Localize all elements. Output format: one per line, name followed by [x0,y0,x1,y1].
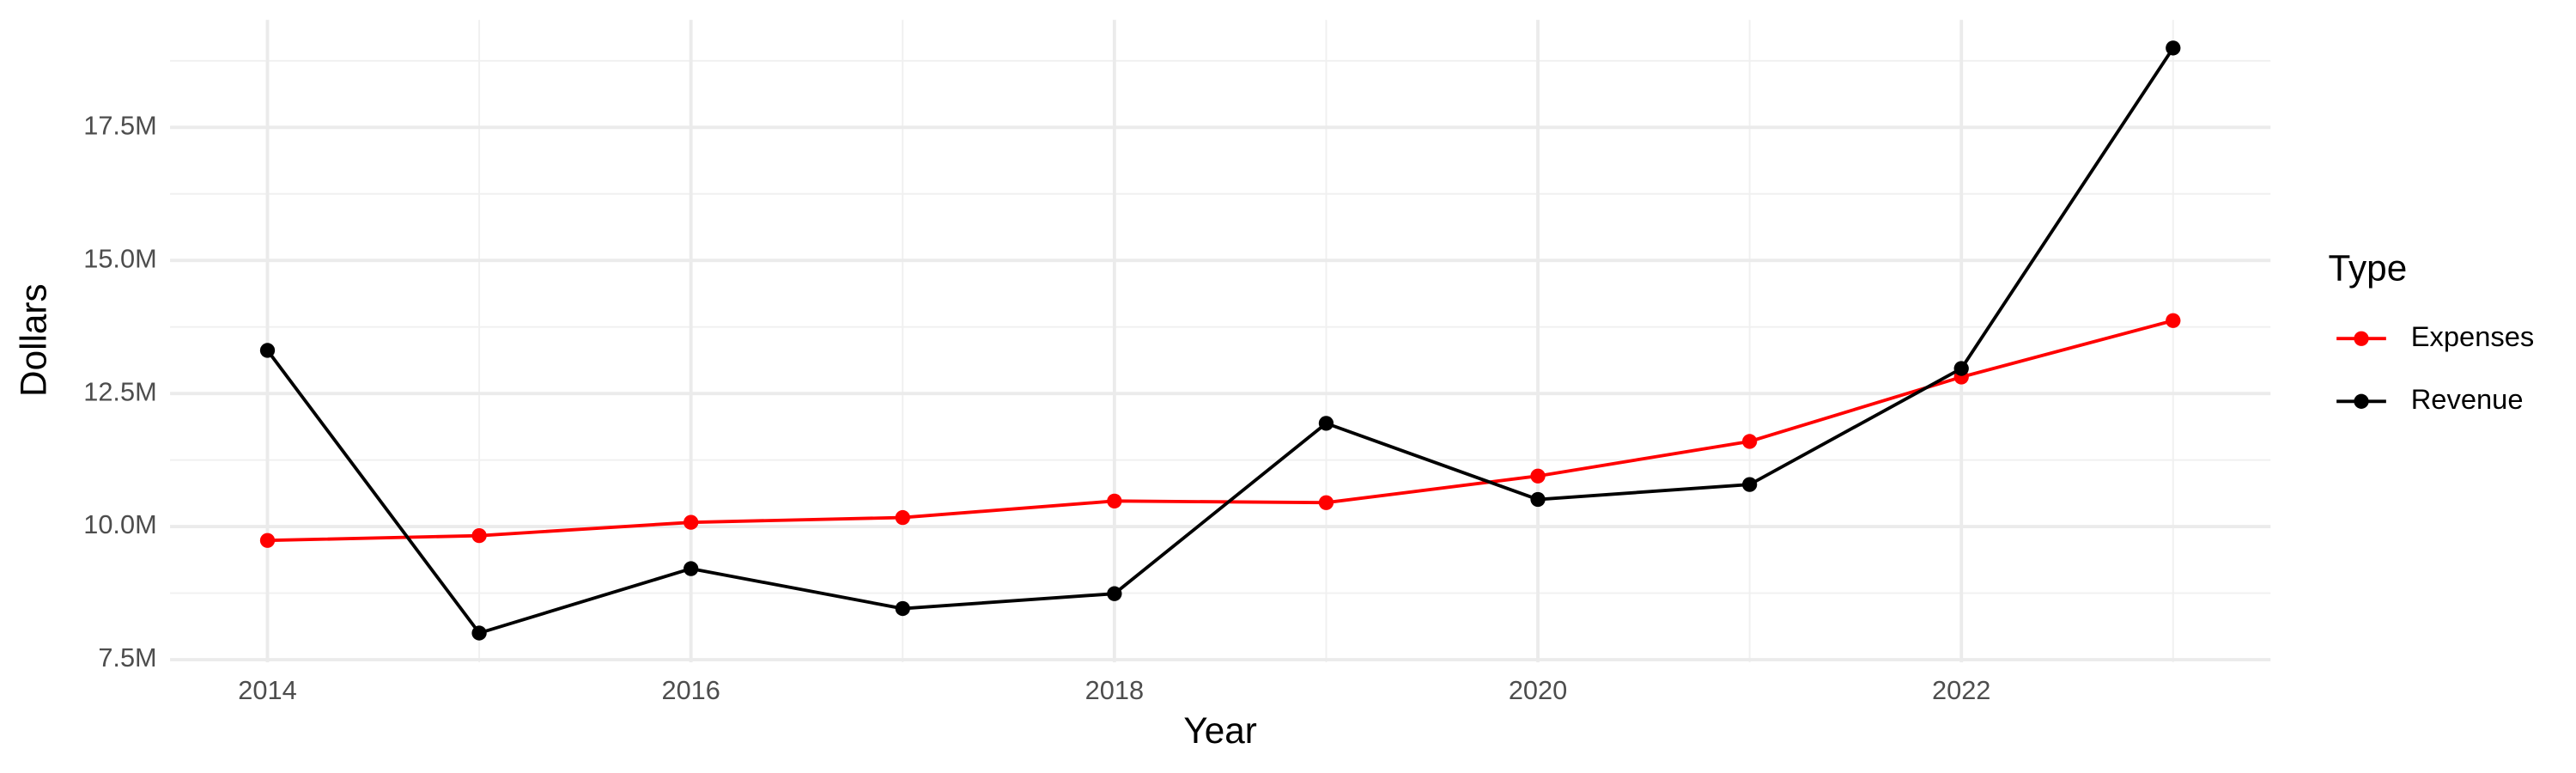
y-tick-label: 12.5M [83,376,156,406]
data-point [471,527,487,544]
data-point [471,625,487,641]
data-point [1741,477,1758,492]
y-tick-label: 10.0M [83,509,156,539]
data-point [259,533,276,548]
data-point [1107,586,1122,601]
data-point [1741,434,1758,449]
y-tick-label: 17.5M [83,110,156,140]
marks [259,40,2181,641]
y-tick-label: 7.5M [98,642,156,673]
series-line [265,46,2175,636]
grid [170,20,2271,663]
legend-marker [2354,393,2369,409]
legend-marker [2354,331,2369,346]
series-line [267,319,2174,543]
y-tick-label: 15.0M [83,243,156,273]
x-tick-label: 2022 [1932,675,1990,705]
data-point [1318,495,1334,510]
data-point [895,509,910,526]
data-point [2166,313,2181,328]
legend-title: Type [2329,248,2408,289]
data-point [259,343,276,358]
legend-label: Revenue [2411,383,2524,415]
x-tick-label: 2014 [238,675,296,705]
y-axis-title: Dollars [13,283,53,397]
data-point [683,561,699,576]
data-point [1953,361,1969,376]
data-point [1318,416,1334,431]
legend-label: Expenses [2411,320,2535,352]
data-point [895,600,910,617]
data-point [1530,468,1546,484]
x-tick-label: 2018 [1085,675,1144,705]
x-tick-label: 2016 [661,675,720,705]
data-point [1107,493,1122,509]
x-tick-label: 2020 [1509,675,1567,705]
data-point [1530,491,1546,508]
data-point [683,514,699,530]
x-axis-title: Year [1183,710,1256,751]
data-point [2166,40,2181,56]
